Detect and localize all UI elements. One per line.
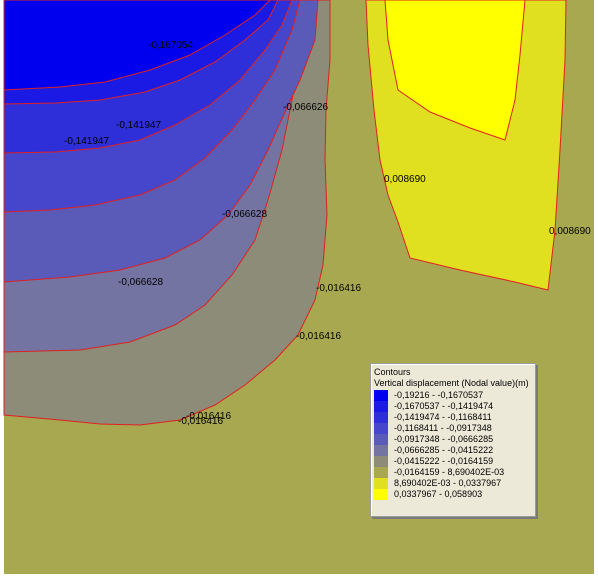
legend-entry: -0,1670537 - -0,1419474 (374, 401, 532, 412)
legend-entry: -0,1419474 - -0,1168411 (374, 412, 532, 423)
legend-range-label: -0,1419474 - -0,1168411 (394, 412, 492, 422)
legend-range-label: -0,1168411 - -0,0917348 (394, 423, 492, 433)
legend-entry: 0,0337967 - 0,058903 (374, 489, 532, 500)
legend-entry: -0,1168411 - -0,0917348 (374, 423, 532, 434)
contour-label: -0,066628 (222, 209, 267, 220)
legend-range-label: -0,0164159 - 8,690402E-03 (394, 467, 505, 477)
legend-entries: -0,19216 - -0,1670537 -0,1670537 - -0,141… (374, 390, 532, 500)
contour-band-bright-yellow (384, 0, 526, 141)
contour-label: -0,167054 (148, 40, 193, 51)
legend-range-label: 8,690402E-03 - 0,0337967 (394, 478, 502, 488)
contour-legend: Contours Vertical displacement (Nodal va… (370, 363, 536, 517)
legend-range-label: 0,0337967 - 0,058903 (394, 489, 483, 499)
contour-label: -0,066626 (283, 102, 328, 113)
contour-label: -0,016416 (296, 331, 341, 342)
legend-entry: 8,690402E-03 - 0,0337967 (374, 478, 532, 489)
legend-entry: -0,0917348 - -0,0666285 (374, 434, 532, 445)
legend-range-label: -0,0415222 - -0,0164159 (394, 456, 494, 466)
contour-label: -0,141947 (116, 120, 161, 131)
contour-label: -0,066628 (118, 277, 163, 288)
legend-entry: -0,19216 - -0,1670537 (374, 390, 532, 401)
legend-range-label: -0,0666285 - -0,0415222 (394, 445, 494, 455)
legend-subtitle: Vertical displacement (Nodal value)(m) (374, 378, 529, 388)
legend-swatch (374, 412, 388, 423)
contour-label: -0,016416 (186, 411, 231, 422)
contour-label: -0,016416 (178, 416, 223, 427)
legend-range-label: -0,1670537 - -0,1419474 (394, 401, 494, 411)
contour-label: 0,008690 (549, 226, 591, 237)
legend-entry: -0,0164159 - 8,690402E-03 (374, 467, 532, 478)
legend-entry: -0,0666285 - -0,0415222 (374, 445, 532, 456)
legend-entry: -0,0415222 - -0,0164159 (374, 456, 532, 467)
legend-swatch (374, 489, 388, 500)
legend-swatch (374, 445, 388, 456)
legend-swatch (374, 456, 388, 467)
legend-swatch (374, 478, 388, 489)
contour-label: 0,008690 (384, 174, 426, 185)
contour-band-deep-blue (3, 0, 271, 91)
legend-swatch (374, 467, 388, 478)
contour-label: -0,141947 (64, 136, 109, 147)
legend-swatch (374, 423, 388, 434)
legend-swatch (374, 434, 388, 445)
contour-label: -0,016416 (316, 283, 361, 294)
legend-range-label: -0,19216 - -0,1670537 (394, 390, 484, 400)
legend-swatch (374, 390, 388, 401)
legend-swatch (374, 401, 388, 412)
legend-title: Contours (374, 367, 411, 377)
legend-range-label: -0,0917348 - -0,0666285 (394, 434, 494, 444)
